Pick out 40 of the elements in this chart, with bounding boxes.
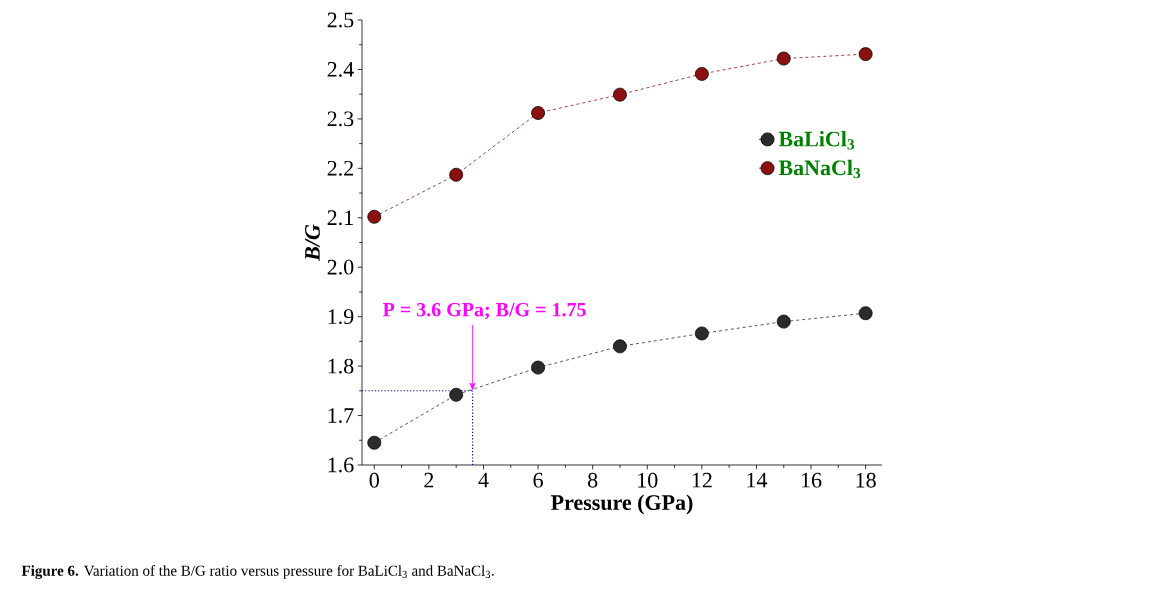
annotation: P = 3.6 GPa; B/G = 1.75 (382, 302, 586, 320)
text: Figure 6. Variation of the B/G ratio versus pressure for BaLiCl$_{3}$ and BaNaCl$_{3}$. (21, 565, 494, 579)
x-axis-title: Pressure (GPa) (551, 494, 693, 515)
x-tick-label: 2 (424, 472, 434, 488)
x-tick-label: 10 (638, 472, 658, 488)
x-tick-label: 12 (692, 472, 712, 488)
point (367, 435, 382, 450)
point (613, 339, 627, 354)
point (776, 51, 791, 66)
legend-label: BaNaCl$_{3}$ (778, 159, 861, 179)
y-tick-label: 2.3 (327, 111, 354, 127)
y-axis-title: B/G (305, 224, 320, 262)
legend-label: BaLiCl$_{3}$ (778, 131, 855, 150)
y-tick-label: 1.9 (328, 309, 354, 325)
y-tick-label: 1.8 (328, 358, 354, 374)
x-tick-label: 14 (747, 472, 768, 488)
point (613, 87, 627, 102)
point (531, 360, 545, 375)
y-tick-label: 2.0 (327, 259, 354, 275)
y-tick-label: 2.5 (327, 12, 354, 28)
point (694, 326, 709, 341)
y-tick-label: 2.2 (327, 160, 353, 176)
point (531, 106, 545, 120)
y-tick-label: 1.7 (328, 408, 354, 423)
point (449, 167, 464, 182)
x-tick-label: 16 (801, 472, 822, 488)
y-tick-label: 2.4 (327, 62, 354, 77)
x-tick-label: 0 (369, 472, 379, 488)
point (694, 67, 709, 81)
point (858, 306, 873, 321)
x-tick-label: 8 (588, 472, 598, 488)
point (449, 387, 464, 402)
x-tick-label: 6 (533, 472, 543, 488)
y-tick-label: 1.6 (328, 457, 354, 473)
point (858, 47, 873, 62)
x-tick-label: 4 (478, 472, 489, 488)
point (367, 209, 382, 224)
point (776, 314, 791, 329)
y-tick-label: 2.1 (327, 210, 353, 226)
x-tick-label: 18 (856, 472, 876, 488)
